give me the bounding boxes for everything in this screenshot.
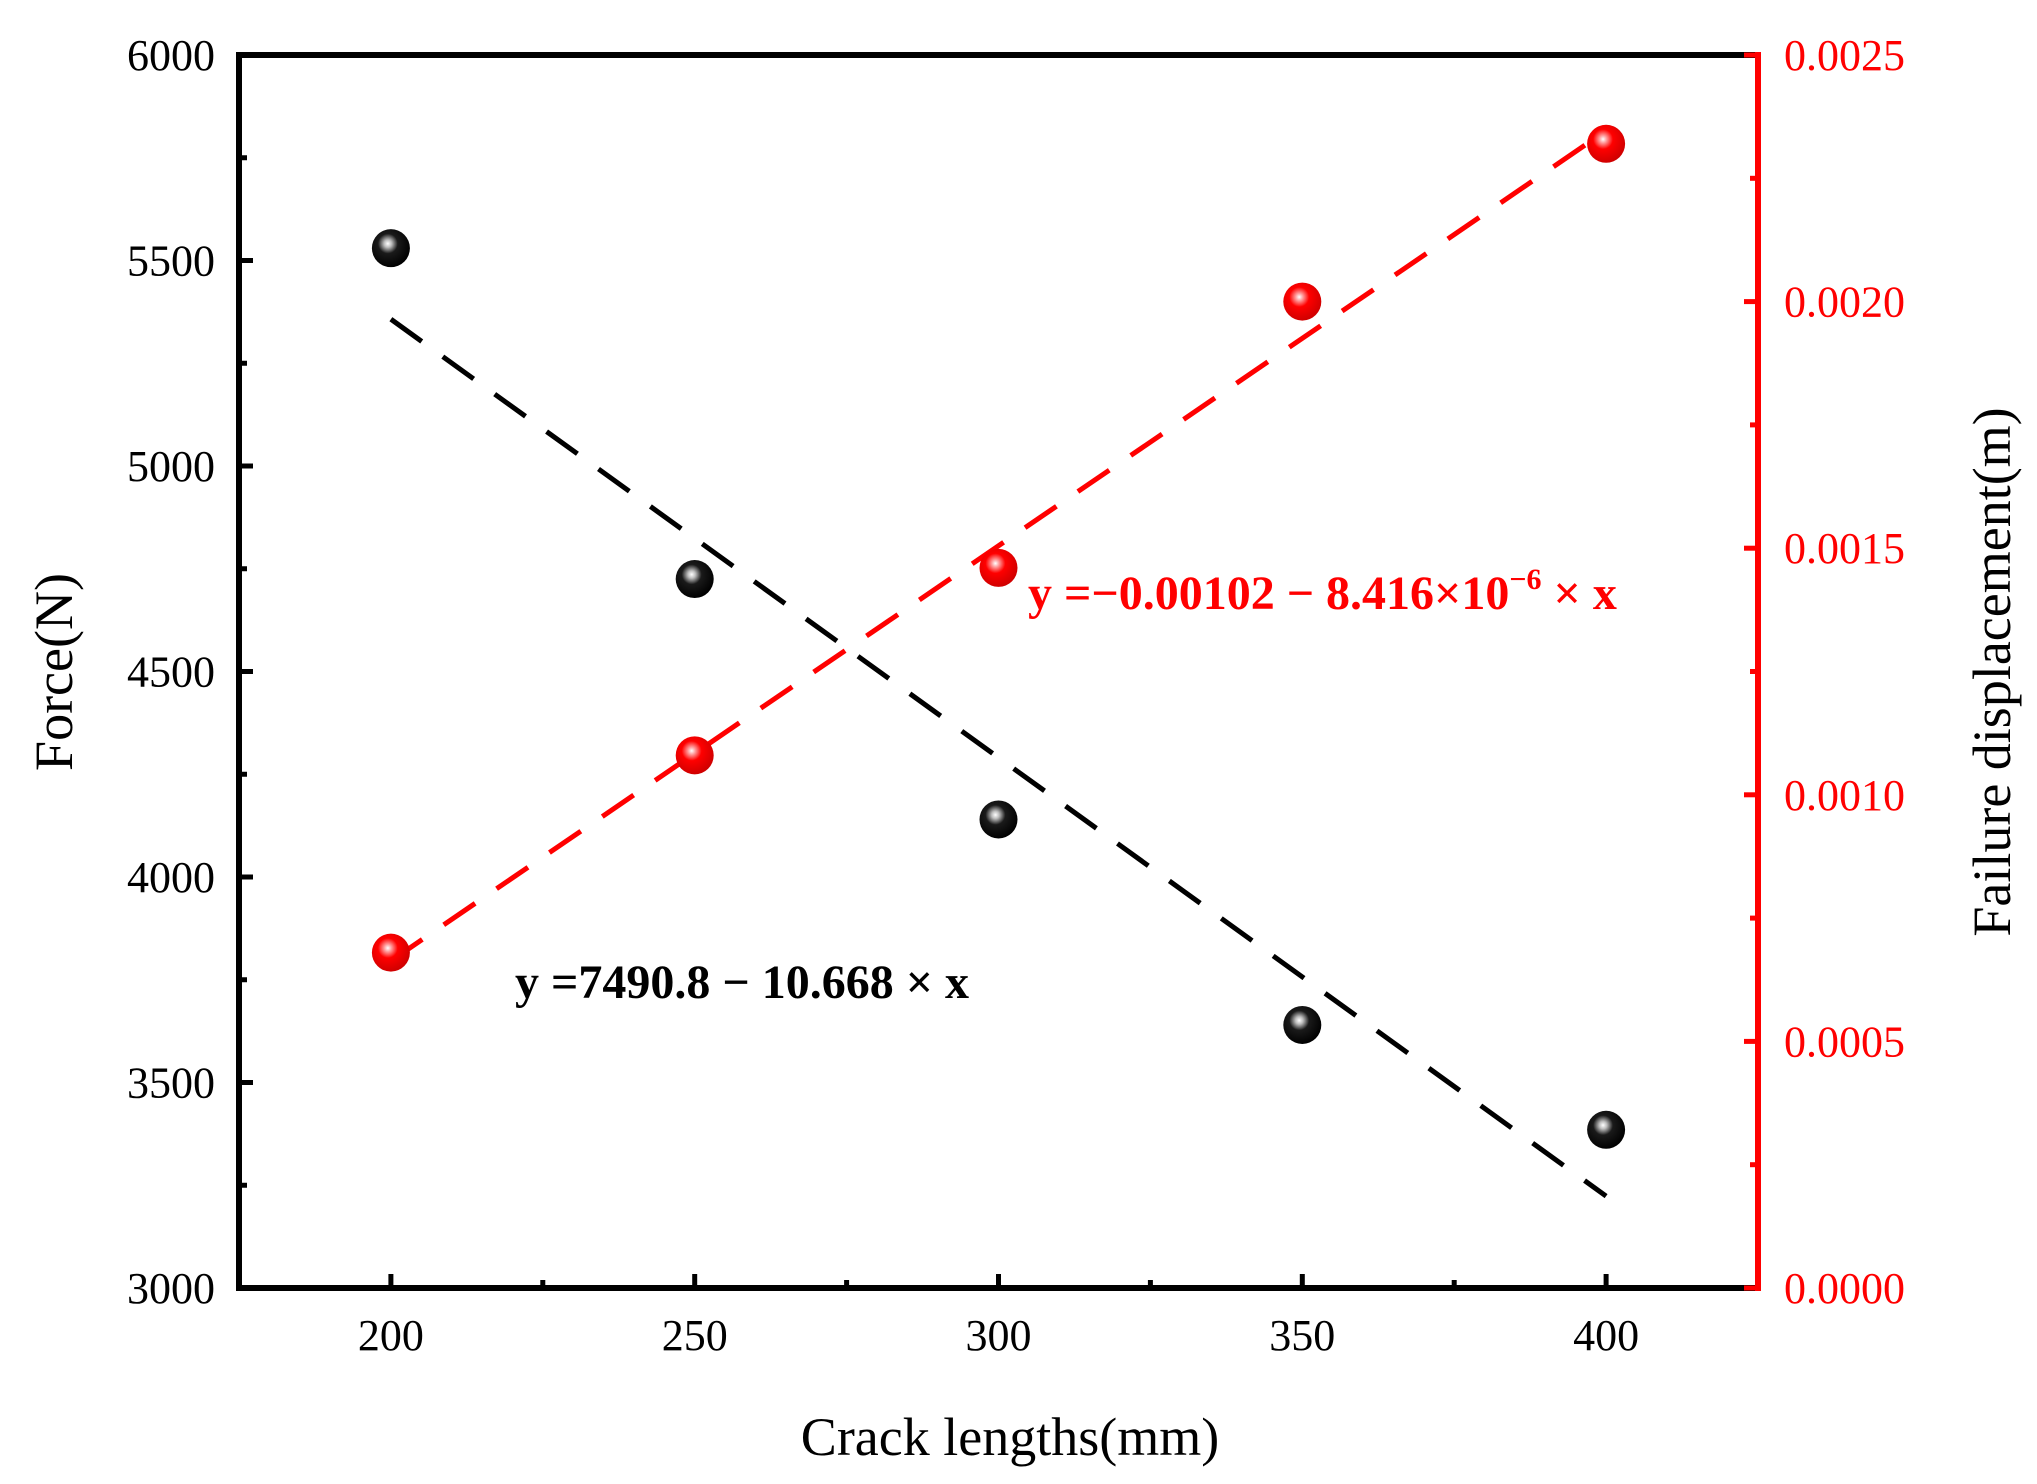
y2-tick-label: 0.0005 [1784, 1017, 1905, 1066]
x-tick-label: 200 [358, 1311, 424, 1360]
y-axis-title: Force(N) [24, 573, 84, 771]
displacement-fit-equation-main: y =−0.00102 − 8.416×10 [1028, 567, 1509, 620]
y-tick-label: 3000 [127, 1264, 215, 1313]
y2-tick-label: 0.0025 [1784, 31, 1905, 80]
displacement-point [1587, 124, 1626, 163]
displacement-fit-line [389, 128, 1608, 963]
displacement-point [979, 548, 1018, 587]
x-tick-label: 250 [662, 1311, 728, 1360]
displacement-fit-equation: y =−0.00102 − 8.416×10−6 × x [1028, 563, 1617, 620]
y-tick-label: 4000 [127, 853, 215, 902]
force-point [1587, 1110, 1626, 1149]
y-tick-label: 6000 [127, 31, 215, 80]
fit-lines [389, 128, 1608, 1199]
x-axis-ticks: 200 250 300 350 400 [358, 1274, 1639, 1360]
y-tick-label: 5500 [127, 237, 215, 286]
y2-tick-label: 0.0000 [1784, 1264, 1905, 1313]
force-point [371, 229, 410, 268]
force-fit-equation: y =7490.8 − 10.668 × x [515, 956, 969, 1009]
displacement-point [675, 736, 714, 775]
y-tick-label: 4500 [127, 648, 215, 697]
y2-tick-label: 0.0010 [1784, 771, 1905, 820]
y-tick-label: 5000 [127, 442, 215, 491]
force-point [675, 560, 714, 599]
x-axis-title: Crack lengths(mm) [801, 1407, 1219, 1467]
displacement-point [1283, 282, 1322, 321]
y2-axis-ticks: 0.0000 0.0005 0.0010 0.0015 0.0020 0.0025 [1744, 31, 1905, 1313]
y-axis-ticks: 3000 3500 4000 4500 5000 5500 6000 [127, 31, 253, 1313]
force-fit-line [389, 317, 1608, 1199]
force-point [979, 800, 1018, 839]
displacement-fit-equation-tail: × x [1542, 567, 1617, 620]
y2-tick-label: 0.0020 [1784, 278, 1905, 327]
x-tick-label: 300 [966, 1311, 1032, 1360]
x-tick-label: 400 [1573, 1311, 1639, 1360]
y2-tick-label: 0.0015 [1784, 524, 1905, 573]
data-points [371, 124, 1626, 1149]
x-tick-label: 350 [1269, 1311, 1335, 1360]
displacement-point [371, 933, 410, 972]
y-tick-label: 3500 [127, 1059, 215, 1108]
y2-axis-title: Failure displacement(m) [1962, 407, 2022, 936]
force-point [1283, 1005, 1322, 1044]
displacement-fit-equation-exponent: −6 [1509, 563, 1541, 596]
